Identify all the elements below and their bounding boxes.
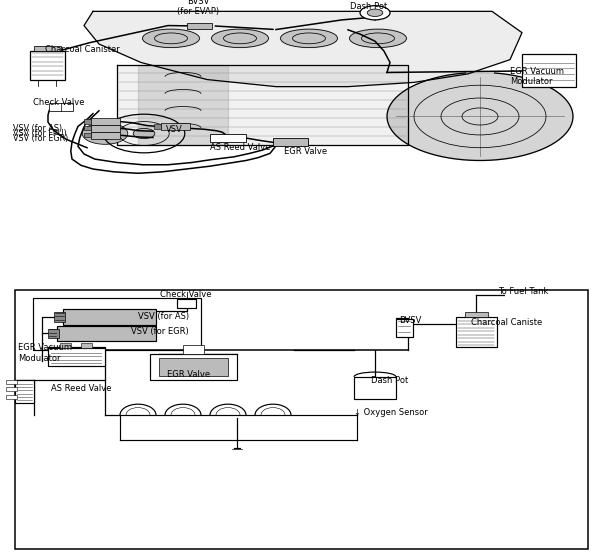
- Bar: [60, 343, 71, 348]
- Bar: [91, 132, 120, 139]
- Bar: [6, 395, 17, 399]
- Bar: [84, 119, 91, 124]
- Text: VSV (for EGR): VSV (for EGR): [131, 328, 188, 336]
- Bar: [6, 387, 17, 390]
- Polygon shape: [117, 65, 408, 145]
- Text: Check Valve: Check Valve: [160, 290, 212, 299]
- Bar: [522, 54, 576, 87]
- Bar: [81, 343, 92, 348]
- Bar: [187, 23, 212, 29]
- Polygon shape: [387, 73, 573, 160]
- Circle shape: [367, 9, 383, 17]
- Text: To Fuel Tank: To Fuel Tank: [498, 287, 548, 296]
- Bar: [154, 124, 161, 129]
- Bar: [34, 46, 61, 51]
- Text: VSV (for FPU): VSV (for FPU): [13, 129, 67, 138]
- Bar: [84, 126, 91, 130]
- Circle shape: [360, 6, 390, 20]
- Text: VSV (for EGR): VSV (for EGR): [13, 134, 68, 143]
- Text: AS Reed Valve: AS Reed Valve: [210, 143, 270, 152]
- Text: Dash Pot: Dash Pot: [371, 377, 408, 385]
- Text: VSV (for AS): VSV (for AS): [138, 312, 189, 321]
- Ellipse shape: [142, 29, 199, 47]
- Ellipse shape: [349, 29, 407, 47]
- Text: VSV (for AS): VSV (for AS): [13, 124, 62, 133]
- Text: AS Reed Valve: AS Reed Valve: [51, 384, 112, 393]
- Bar: [183, 345, 204, 354]
- Bar: [465, 312, 488, 317]
- Bar: [57, 325, 156, 341]
- Text: Check Valve: Check Valve: [33, 98, 85, 107]
- Bar: [273, 138, 308, 146]
- Bar: [54, 312, 65, 322]
- Bar: [48, 329, 59, 338]
- Ellipse shape: [281, 29, 337, 47]
- Text: BVSV: BVSV: [399, 316, 421, 325]
- Text: BVSV
(for EVAP): BVSV (for EVAP): [177, 0, 219, 17]
- Polygon shape: [138, 65, 228, 145]
- Bar: [30, 51, 65, 80]
- Bar: [159, 358, 228, 375]
- Bar: [63, 309, 156, 325]
- Bar: [15, 380, 34, 403]
- Text: ↓ Oxygen Sensor: ↓ Oxygen Sensor: [354, 408, 428, 417]
- Bar: [354, 377, 396, 399]
- Bar: [150, 354, 237, 380]
- Bar: [91, 118, 120, 125]
- Bar: [84, 133, 91, 137]
- Text: EGR Vacuum
Modulator: EGR Vacuum Modulator: [18, 343, 72, 363]
- Bar: [91, 125, 120, 132]
- Bar: [456, 317, 497, 347]
- Polygon shape: [84, 11, 522, 87]
- Bar: [161, 123, 190, 130]
- Text: EGR Vacuum
Modulator: EGR Vacuum Modulator: [510, 67, 564, 86]
- Bar: [396, 319, 413, 338]
- Bar: [177, 299, 196, 308]
- Bar: [33, 297, 201, 350]
- Bar: [49, 102, 73, 110]
- Ellipse shape: [211, 29, 269, 47]
- Text: Charcoal Caniste: Charcoal Caniste: [471, 319, 542, 328]
- Bar: [210, 134, 246, 142]
- Text: Dash Pot: Dash Pot: [350, 2, 388, 11]
- Text: EGR Valve: EGR Valve: [167, 370, 210, 379]
- Circle shape: [82, 123, 128, 144]
- Text: EGR Valve: EGR Valve: [284, 147, 328, 156]
- Circle shape: [133, 129, 155, 139]
- Bar: [48, 348, 105, 366]
- Bar: [6, 380, 17, 384]
- Text: Charcoal Canister: Charcoal Canister: [45, 45, 120, 54]
- Text: VSV: VSV: [166, 125, 182, 134]
